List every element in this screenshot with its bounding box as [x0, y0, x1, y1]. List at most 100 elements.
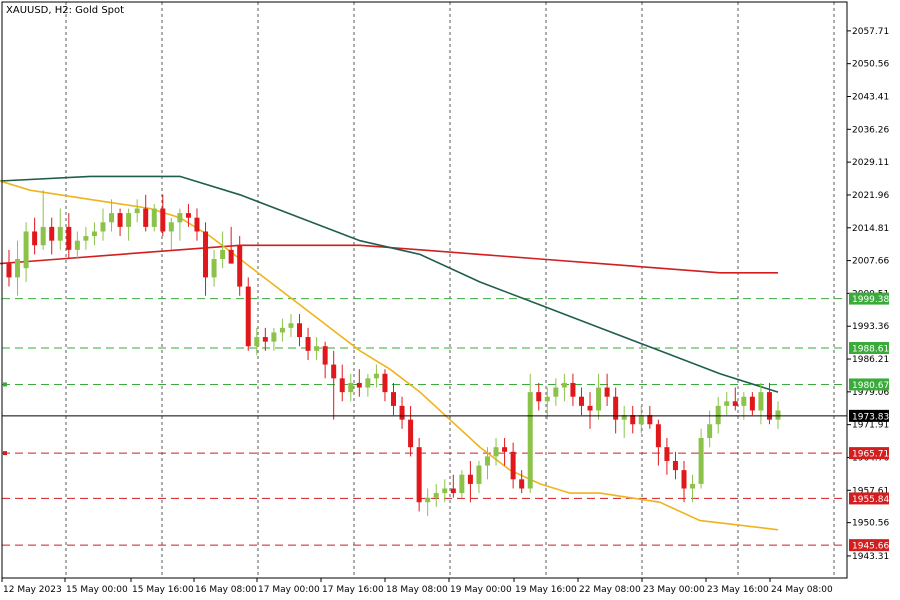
candle	[49, 217, 55, 255]
time-tick-label: 19 May 00:00	[450, 585, 512, 595]
candle	[297, 314, 303, 347]
horizontal-levels	[2, 298, 847, 546]
candle	[664, 438, 670, 475]
candle	[143, 194, 149, 232]
candle	[749, 392, 755, 416]
time-tick-label: 15 May 00:00	[66, 585, 128, 595]
candle	[519, 470, 525, 494]
candle	[621, 405, 627, 439]
candle	[690, 474, 696, 503]
price-tick-label: 2043.41	[852, 93, 889, 103]
candle	[510, 442, 516, 489]
level-tag-resistance: 1999.38	[849, 292, 889, 305]
candle	[305, 327, 311, 360]
time-tick-label: 23 May 00:00	[643, 585, 705, 595]
candle	[288, 314, 294, 338]
candle	[117, 208, 123, 237]
candle	[442, 479, 448, 503]
candle	[339, 364, 345, 402]
time-tick-label: 23 May 16:00	[707, 585, 769, 595]
candles	[6, 190, 781, 517]
candle	[203, 222, 209, 296]
candle	[91, 222, 97, 246]
price-tick-label: 2021.96	[852, 191, 889, 201]
candle	[459, 470, 465, 498]
candle	[527, 373, 533, 494]
candle	[681, 460, 687, 503]
level-price-label: 1980.67	[852, 381, 889, 391]
candle	[322, 341, 328, 379]
candle	[416, 438, 422, 512]
candle	[373, 364, 379, 388]
candle	[775, 401, 781, 429]
candle	[391, 382, 396, 416]
time-axis[interactable]: 12 May 2023 15 May 00:00 15 May 16:00 16 Ma…	[1, 578, 833, 595]
candle	[450, 474, 456, 498]
candle	[331, 350, 337, 420]
level-price-label: 1999.38	[852, 295, 889, 305]
time-tick-label: 19 May 16:00	[515, 585, 577, 595]
candle	[630, 405, 636, 434]
level-marker	[3, 451, 7, 456]
price-tick-label: 1971.91	[852, 421, 889, 431]
candle	[655, 419, 661, 466]
time-tick-label: 15 May 16:00	[132, 585, 194, 595]
time-tick-label: 17 May 00:00	[258, 585, 320, 595]
candle	[262, 327, 268, 351]
candle	[100, 208, 106, 241]
candle	[741, 392, 747, 420]
candle	[211, 249, 217, 287]
candle	[228, 226, 234, 264]
ma-slow-line	[0, 175, 779, 393]
candle	[245, 277, 251, 351]
candle	[66, 213, 72, 260]
moving-averages	[0, 175, 779, 531]
candle	[758, 382, 764, 425]
candle	[766, 382, 772, 425]
candle	[604, 373, 610, 406]
level-marker	[3, 382, 7, 387]
candle	[433, 483, 439, 507]
candle	[271, 327, 277, 351]
candle	[613, 387, 619, 434]
price-tick-label: 1943.31	[852, 552, 889, 562]
candle	[536, 382, 542, 411]
candle	[151, 203, 157, 232]
time-tick-label: 24 May 08:00	[771, 585, 833, 595]
candle	[185, 203, 191, 227]
candle	[57, 208, 63, 250]
candle	[578, 387, 584, 416]
level-tag-resistance: 1988.61	[849, 342, 889, 355]
level-tag-support: 1955.84	[849, 492, 889, 505]
candle	[365, 373, 371, 397]
price-tick-label: 2057.71	[852, 27, 889, 37]
candle	[237, 236, 243, 296]
level-price-label: 1965.71	[852, 450, 889, 460]
candle	[476, 460, 482, 494]
candle	[732, 387, 738, 411]
candle	[399, 396, 405, 429]
time-tick-label: 22 May 08:00	[579, 585, 641, 595]
candle	[698, 428, 704, 489]
candle	[134, 199, 140, 223]
candle	[672, 451, 678, 480]
candle	[168, 217, 174, 250]
candle	[6, 249, 12, 287]
price-tick-label: 1957.61	[852, 486, 889, 496]
level-tag-support: 1945.66	[849, 539, 889, 552]
candle	[724, 392, 730, 416]
grid-lines	[65, 2, 835, 578]
candle	[356, 369, 362, 397]
candle	[425, 488, 431, 517]
candle	[467, 460, 473, 503]
candle	[194, 208, 200, 241]
time-tick-label: 18 May 08:00	[386, 585, 448, 595]
candle	[15, 240, 21, 296]
level-price-label: 1945.66	[852, 542, 889, 552]
price-tick-label: 2036.26	[852, 125, 889, 135]
candle	[254, 327, 260, 356]
level-tag-resistance: 1980.67	[849, 378, 889, 391]
candle	[279, 318, 285, 342]
